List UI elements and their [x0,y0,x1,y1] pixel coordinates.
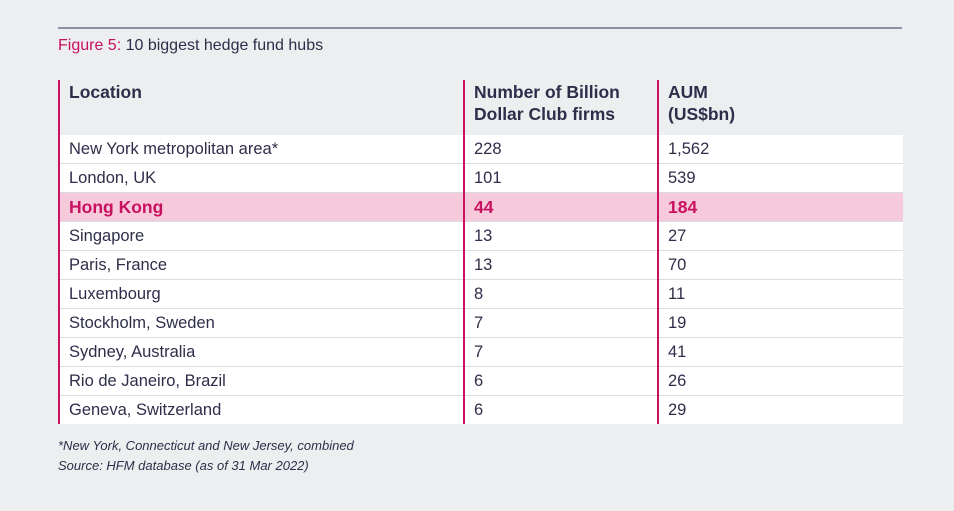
column-header-location-text: Location [69,82,142,102]
data-table-container: Location Number of Billion Dollar Club fi… [58,80,903,424]
cell-aum: 539 [657,163,903,193]
table-header-row: Location Number of Billion Dollar Club fi… [58,80,903,135]
cell-firms: 8 [463,279,658,309]
cell-location: New York metropolitan area* [58,135,464,164]
footnote: *New York, Connecticut and New Jersey, c… [58,438,354,453]
column-header-firms-line1: Number of Billion [474,82,620,102]
top-rule [58,27,902,29]
cell-location: London, UK [58,163,464,193]
cell-location: Paris, France [58,250,464,280]
table-row: Geneva, Switzerland 6 29 [58,395,903,424]
table-row: Rio de Janeiro, Brazil 6 26 [58,366,903,396]
cell-location: Stockholm, Sweden [58,308,464,338]
table-row: Luxembourg 8 11 [58,279,903,309]
cell-firms: 44 [463,192,658,222]
cell-location: Hong Kong [58,192,464,222]
column-header-aum-line2: (US$bn) [668,104,736,124]
cell-aum: 41 [657,337,903,367]
column-header-aum: AUM (US$bn) [657,80,903,135]
figure-title: Figure 5: 10 biggest hedge fund hubs [58,37,323,55]
cell-aum: 29 [657,395,903,424]
cell-aum: 26 [657,366,903,396]
column-header-aum-line1: AUM [668,82,708,102]
notes: *New York, Connecticut and New Jersey, c… [58,436,354,476]
cell-firms: 7 [463,308,658,338]
table-row-highlighted: Hong Kong 44 184 [58,192,903,222]
table-row: Stockholm, Sweden 7 19 [58,308,903,338]
cell-location: Rio de Janeiro, Brazil [58,366,464,396]
cell-aum: 70 [657,250,903,280]
table-row: London, UK 101 539 [58,163,903,193]
cell-firms: 101 [463,163,658,193]
cell-firms: 13 [463,250,658,280]
table-row: New York metropolitan area* 228 1,562 [58,135,903,164]
cell-location: Sydney, Australia [58,337,464,367]
cell-location: Singapore [58,221,464,251]
cell-aum: 184 [657,192,903,222]
column-header-firms: Number of Billion Dollar Club firms [463,80,658,135]
source-note: Source: HFM database (as of 31 Mar 2022) [58,458,309,473]
cell-aum: 27 [657,221,903,251]
cell-aum: 11 [657,279,903,309]
column-header-location: Location [58,80,464,135]
cell-location: Luxembourg [58,279,464,309]
cell-aum: 19 [657,308,903,338]
cell-location: Geneva, Switzerland [58,395,464,424]
figure-title-text: 10 biggest hedge fund hubs [121,37,324,54]
figure-label: Figure 5: [58,37,122,54]
cell-firms: 13 [463,221,658,251]
column-header-firms-line2: Dollar Club firms [474,104,615,124]
hedge-fund-hubs-table: Location Number of Billion Dollar Club fi… [58,80,903,424]
table-row: Sydney, Australia 7 41 [58,337,903,367]
cell-aum: 1,562 [657,135,903,164]
table-row: Singapore 13 27 [58,221,903,251]
cell-firms: 6 [463,395,658,424]
table-row: Paris, France 13 70 [58,250,903,280]
cell-firms: 6 [463,366,658,396]
cell-firms: 228 [463,135,658,164]
cell-firms: 7 [463,337,658,367]
table-body: New York metropolitan area* 228 1,562 Londo… [58,135,903,424]
